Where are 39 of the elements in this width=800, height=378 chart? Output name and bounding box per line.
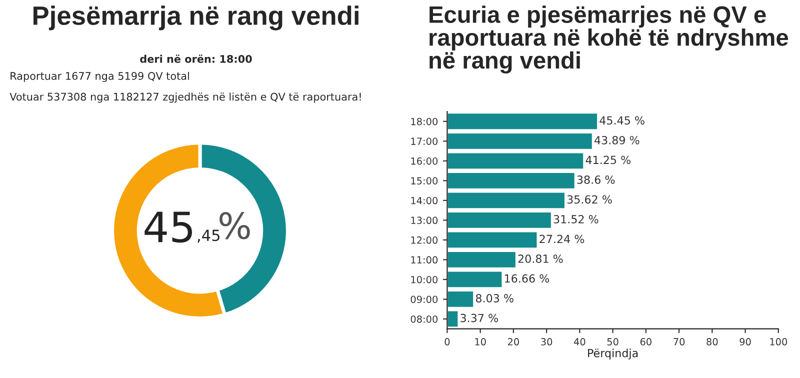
data-label: 20.81 %	[518, 254, 563, 263]
y-tick-label: 08:00	[410, 315, 438, 323]
y-tick-label: 15:00	[411, 177, 438, 184]
y-tick-label: 14:00	[411, 196, 438, 204]
x-tick-label: 10	[475, 338, 486, 346]
chart-subtitle: deri në orën: 18:00	[140, 54, 252, 63]
y-tick-label: 16:00	[411, 157, 438, 165]
y-tick-label: 17:00	[411, 138, 438, 145]
x-axis-title: Përqindja	[588, 348, 638, 360]
y-tick-label: 10:00	[411, 276, 438, 284]
chart-title: Pjesëmarrja në rang vendi	[34, 6, 358, 30]
data-label: 31.52 %	[554, 215, 598, 224]
x-tick-label: 40	[574, 338, 586, 346]
data-label: 35.62 %	[567, 195, 612, 204]
x-tick-label: 0	[444, 338, 450, 346]
data-label: 16.66 %	[504, 274, 550, 283]
x-tick-label: 30	[541, 338, 552, 346]
x-tick-label: 60	[640, 338, 652, 346]
x-tick-label: 50	[607, 338, 618, 346]
y-tick-label: 13:00	[411, 216, 438, 224]
data-label: 8.03 %	[476, 294, 514, 302]
text: Votuar 537308 nga 1182127 zgjedhës në listën e QV të raportuara!	[10, 92, 361, 103]
x-tick-label: 80	[706, 338, 718, 346]
data-label: 45.45 %	[600, 116, 644, 125]
y-tick-label: 09:00	[410, 296, 438, 304]
data-label: 41.25 %	[586, 156, 630, 164]
x-tick-label: 90	[740, 338, 751, 346]
x-tick-label: 100	[770, 338, 788, 346]
data-label: 43.89 %	[594, 136, 640, 144]
chart-title: Ecuria e pjesëmarrjes në QV e raportuara në kohë të ndryshme në rang vendi	[430, 6, 788, 74]
y-tick-label: 11:00	[411, 256, 438, 264]
y-tick-label: 18:00	[411, 118, 438, 126]
x-tick-label: 20	[508, 338, 519, 346]
text: Raportuar 1677 nga 5199 QV total	[10, 72, 189, 82]
x-tick-label: 70	[674, 338, 685, 346]
data-label: 27.24 %	[540, 234, 584, 244]
data-label: 3.37 %	[460, 314, 498, 322]
data-label: 38.6 %	[577, 175, 615, 184]
y-tick-label: 12:00	[411, 236, 438, 244]
